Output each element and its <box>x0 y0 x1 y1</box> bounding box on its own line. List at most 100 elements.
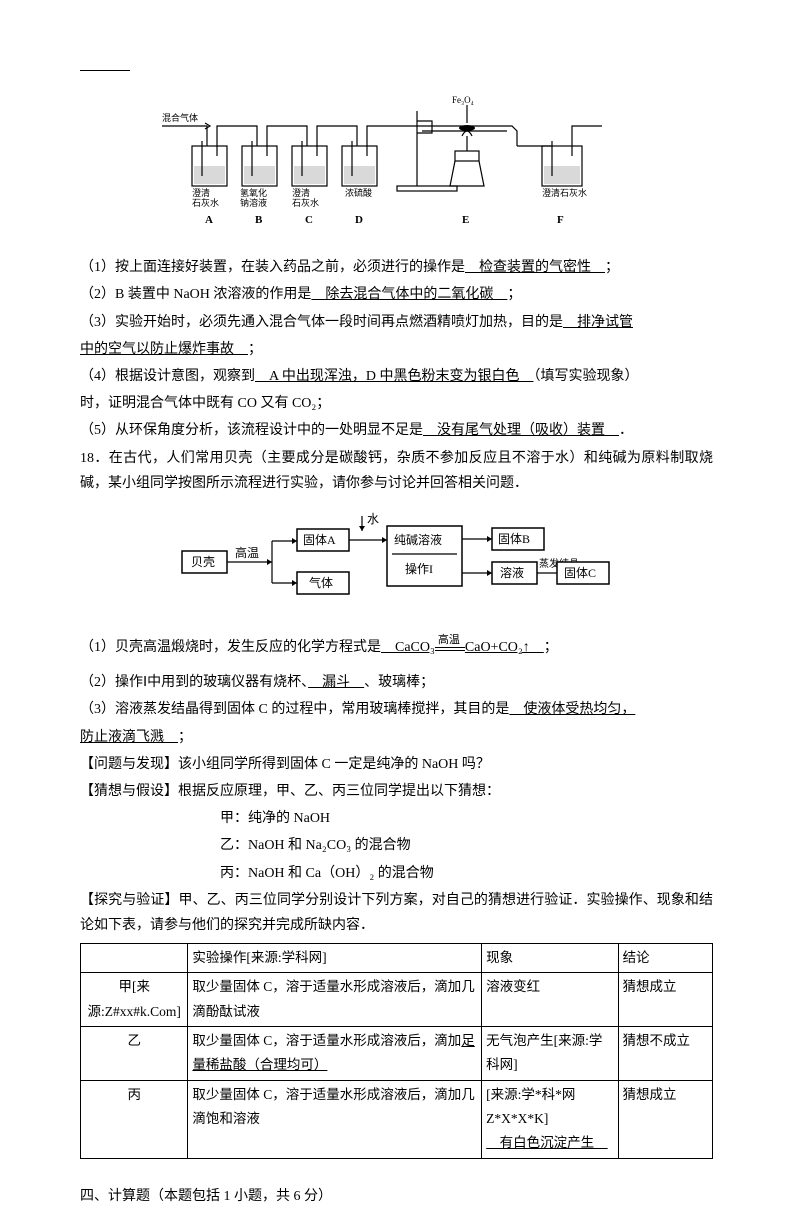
top-rule <box>80 70 130 71</box>
q2-prefix: （2）B 装置中 NaOH 浓溶液的作用是 <box>80 287 311 302</box>
q18-2-suffix: 、玻璃棒； <box>364 675 434 690</box>
row-bing-label: 丙 <box>81 1080 188 1158</box>
svg-text:固体C: 固体C <box>564 566 596 580</box>
svg-text:溶液: 溶液 <box>500 565 524 580</box>
table-row-bing: 丙 取少量固体 C，溶于适量水形成溶液后，滴加几滴饱和溶液 [来源:学*科*网Z… <box>81 1080 713 1158</box>
svg-text:F: F <box>557 214 564 226</box>
q5: （5）从环保角度分析，该流程设计中的一处明显不足是 没有尾气处理（吸收）装置 ． <box>80 418 713 443</box>
q5-answer: 没有尾气处理（吸收）装置 <box>423 423 619 438</box>
q4-suffix: （填写实验现象） <box>533 369 638 384</box>
eq-cond: 高温 <box>435 645 465 651</box>
q18-intro: 18．在古代，人们常用贝壳（主要成分是碳酸钙，杂质不参加反应且不溶于水）和纯碱为… <box>80 446 713 496</box>
table-row-yi: 乙 取少量固体 C，溶于适量水形成溶液后，滴加足量稀盐酸（合理均可） 无气泡产生… <box>81 1027 713 1081</box>
q18-3-ans1: 使液体受热均匀， <box>509 702 635 717</box>
q4-line1: （4）根据设计意图，观察到 A 中出现浑浊，D 中黑色粉末变为银白色 （填写实验… <box>80 364 713 389</box>
q3-suffix: ； <box>248 342 262 357</box>
q3-ans1: 排净试管 <box>563 315 633 330</box>
svg-text:Fe₃O₄: Fe₃O₄ <box>452 95 474 105</box>
svg-text:澄清石灰水: 澄清石灰水 <box>542 187 587 198</box>
th-blank <box>81 944 188 973</box>
q2: （2）B 装置中 NaOH 浓溶液的作用是 除去混合气体中的二氧化碳 ； <box>80 282 713 307</box>
q1: （1）按上面连接好装置，在装入药品之前，必须进行的操作是 检查装置的气密性 ； <box>80 255 713 280</box>
th-op: 实验操作[来源:学科网] <box>188 944 482 973</box>
flow-diagram-2: .b{stroke:#000;stroke-width:1.5;fill:#ff… <box>80 511 713 620</box>
q18-3-line1: （3）溶液蒸发结晶得到固体 C 的过程中，常用玻璃棒搅拌，其目的是 使液体受热均… <box>80 697 713 722</box>
row-jia-op: 取少量固体 C，溶于适量水形成溶液后，滴加几滴酚酞试液 <box>188 973 482 1027</box>
svg-text:C: C <box>305 214 313 226</box>
row-jia-concl: 猜想成立 <box>618 973 712 1027</box>
svg-text:氢氧化: 氢氧化 <box>240 187 267 198</box>
q-verify-intro: 【探究与验证】甲、乙、丙三位同学分别设计下列方案，对自己的猜想进行验证．实验操作… <box>80 888 713 938</box>
svg-text:E: E <box>462 214 469 226</box>
row-yi-concl: 猜想不成立 <box>618 1027 712 1081</box>
q4-prefix: （4）根据设计意图，观察到 <box>80 369 255 384</box>
q18-3-line2: 防止液滴飞溅 ； <box>80 725 713 750</box>
section-4-title: 四、计算题（本题包括 1 小题，共 6 分） <box>80 1184 713 1209</box>
q18-3-prefix: （3）溶液蒸发结晶得到固体 C 的过程中，常用玻璃棒搅拌，其目的是 <box>80 702 509 717</box>
hyp-yi: 乙：NaOH 和 Na₂CO₃ 的混合物 <box>80 833 713 858</box>
row-yi-op-prefix: 取少量固体 C，溶于适量水形成溶液后，滴加 <box>192 1033 461 1048</box>
q3-line1: （3）实验开始时，必须先通入混合气体一段时间再点燃酒精喷灯加热，目的是 排净试管 <box>80 310 713 335</box>
svg-text:钠溶液: 钠溶液 <box>240 197 267 208</box>
q18-2-answer: 漏斗 <box>308 675 364 690</box>
q18-2-prefix: （2）操作Ⅰ中用到的玻璃仪器有烧杯、 <box>80 675 308 690</box>
svg-text:D: D <box>355 214 363 226</box>
svg-text:澄清: 澄清 <box>192 187 210 198</box>
q3-prefix: （3）实验开始时，必须先通入混合气体一段时间再点燃酒精喷灯加热，目的是 <box>80 315 563 330</box>
input-label: 混合气体 <box>162 112 198 123</box>
bottle-d: 浓硫酸 D <box>342 126 422 226</box>
row-bing-phenom: [来源:学*科*网Z*X*X*K] 有白色沉淀产生 <box>482 1080 618 1158</box>
th-concl: 结论 <box>618 944 712 973</box>
svg-text:B: B <box>255 214 263 226</box>
svg-text:操作I: 操作I <box>405 561 433 576</box>
q1-suffix: ； <box>605 260 619 275</box>
svg-text:A: A <box>205 214 213 226</box>
row-yi-op: 取少量固体 C，溶于适量水形成溶液后，滴加足量稀盐酸（合理均可） <box>188 1027 482 1081</box>
q18-1: （1）贝壳高温煅烧时，发生反应的化学方程式是 CaCO₃高温CaO+CO₂↑ ； <box>80 635 713 660</box>
svg-text:高温: 高温 <box>235 545 259 560</box>
bottle-f: 澄清石灰水 F <box>517 126 602 226</box>
svg-text:浓硫酸: 浓硫酸 <box>345 187 372 198</box>
row-yi-label: 乙 <box>81 1027 188 1081</box>
table-header-row: 实验操作[来源:学科网] 现象 结论 <box>81 944 713 973</box>
eq-left: CaCO₃ <box>381 640 435 655</box>
q18-2: （2）操作Ⅰ中用到的玻璃仪器有烧杯、 漏斗 、玻璃棒； <box>80 670 713 695</box>
svg-text:水: 水 <box>367 512 379 526</box>
q18-3-ans2: 防止液滴飞溅 <box>80 730 178 745</box>
experiment-table: 实验操作[来源:学科网] 现象 结论 甲[来源:Z#xx#k.Com] 取少量固… <box>80 943 713 1158</box>
svg-text:固体B: 固体B <box>498 532 530 546</box>
svg-text:贝壳: 贝壳 <box>191 555 215 569</box>
svg-text:澄清: 澄清 <box>292 187 310 198</box>
row-bing-phenom-prefix: [来源:学*科*网Z*X*X*K] <box>486 1087 575 1126</box>
apparatus-e: Fe₃O₄ E <box>397 95 517 226</box>
q1-answer: 检查装置的气密性 <box>465 260 605 275</box>
q18-1-suffix: ； <box>544 640 558 655</box>
q18-3-suffix: ； <box>178 730 192 745</box>
row-bing-phenom-answer: 有白色沉淀产生 <box>486 1135 608 1150</box>
q18-1-prefix: （1）贝壳高温煅烧时，发生反应的化学方程式是 <box>80 640 381 655</box>
q2-suffix: ； <box>507 287 521 302</box>
row-jia-phenom: 溶液变红 <box>482 973 618 1027</box>
hyp-jia: 甲：纯净的 NaOH <box>80 806 713 831</box>
svg-text:气体: 气体 <box>309 575 333 590</box>
q3-line2: 中的空气以防止爆炸事故 ； <box>80 337 713 362</box>
svg-text:石灰水: 石灰水 <box>192 197 219 208</box>
q3-ans2: 中的空气以防止爆炸事故 <box>80 342 248 357</box>
q5-prefix: （5）从环保角度分析，该流程设计中的一处明显不足是 <box>80 423 423 438</box>
svg-text:石灰水: 石灰水 <box>292 197 319 208</box>
svg-text:固体A: 固体A <box>303 533 336 547</box>
q-hyp-intro: 【猜想与假设】根据反应原理，甲、乙、丙三位同学提出以下猜想： <box>80 779 713 804</box>
row-bing-op: 取少量固体 C，溶于适量水形成溶液后，滴加几滴饱和溶液 <box>188 1080 482 1158</box>
q4-line2: 时，证明混合气体中既有 CO 又有 CO₂； <box>80 391 713 416</box>
row-jia-label: 甲[来源:Z#xx#k.Com] <box>81 973 188 1027</box>
q5-suffix: ． <box>619 423 633 438</box>
q4-answer: A 中出现浑浊，D 中黑色粉末变为银白色 <box>255 369 533 384</box>
eq-right: CaO+CO₂↑ <box>465 640 544 655</box>
hyp-bing: 丙：NaOH 和 Ca（OH）₂ 的混合物 <box>80 861 713 886</box>
q2-answer: 除去混合气体中的二氧化碳 <box>311 287 507 302</box>
q1-prefix: （1）按上面连接好装置，在装入药品之前，必须进行的操作是 <box>80 260 465 275</box>
apparatus-diagram-1: .l{stroke:#000;stroke-width:1.2;fill:non… <box>80 91 713 250</box>
q-discover: 【问题与发现】该小组同学所得到固体 C 一定是纯净的 NaOH 吗？ <box>80 752 713 777</box>
row-yi-phenom: 无气泡产生[来源:学科网] <box>482 1027 618 1081</box>
svg-text:纯碱溶液: 纯碱溶液 <box>394 532 442 547</box>
